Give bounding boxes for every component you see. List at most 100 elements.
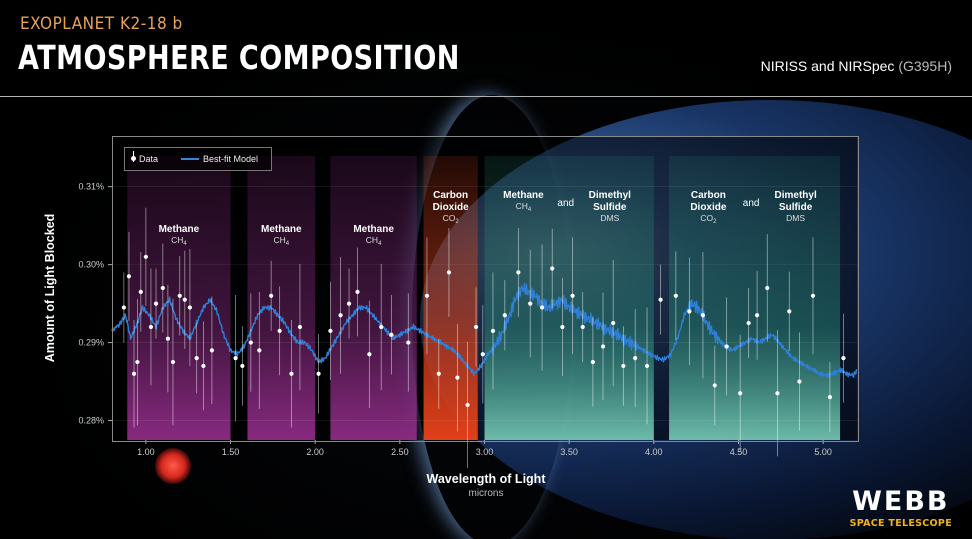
data-point-46 (550, 266, 555, 271)
band-label-5-2: Dimethyl (774, 190, 816, 201)
data-point-0 (121, 305, 126, 310)
data-point-25 (316, 371, 321, 376)
data-point-34 (424, 293, 430, 298)
data-point-16 (209, 348, 214, 353)
data-point-57 (673, 293, 678, 298)
data-point-15 (201, 363, 206, 369)
band-formula-2-0: CH4 (366, 235, 382, 247)
y-tick-label-3: 0.31% (78, 182, 104, 192)
data-point-4 (138, 289, 143, 294)
x-tick-label-2: 2.00 (306, 447, 324, 457)
instrument-name: NIRISS and NIRSpec (760, 58, 895, 74)
data-point-70 (827, 395, 833, 400)
data-point-12 (182, 297, 187, 302)
band-label2-4-2: Sulfide (593, 202, 627, 213)
band-label-3-0: Carbon (433, 190, 468, 201)
data-point-13 (187, 305, 192, 310)
instrument-grating: (G395H) (898, 58, 952, 74)
data-point-1 (126, 274, 132, 279)
legend-model-label: Best-fit Model (203, 154, 259, 164)
legend-model-line (181, 158, 199, 160)
data-point-65 (765, 285, 770, 291)
data-point-61 (724, 344, 729, 349)
data-point-38 (465, 402, 470, 408)
y-axis-label: Amount of Light Blocked (43, 213, 57, 363)
plot-frame (112, 136, 859, 442)
band-mixed-4 (484, 156, 654, 440)
data-point-8 (160, 285, 165, 291)
data-point-54 (633, 356, 638, 361)
data-point-63 (746, 320, 751, 326)
data-point-44 (528, 301, 533, 306)
data-point-20 (257, 348, 262, 353)
data-point-18 (240, 363, 245, 369)
data-point-31 (379, 324, 384, 330)
legend-data-marker (131, 156, 136, 161)
data-point-32 (389, 332, 394, 337)
data-point-6 (148, 324, 154, 330)
data-point-68 (797, 379, 802, 384)
data-point-2 (131, 371, 137, 376)
x-tick-label-8: 5.00 (814, 447, 832, 457)
data-point-26 (328, 328, 333, 333)
data-point-52 (611, 320, 616, 326)
data-point-21 (269, 293, 274, 298)
band-mixed-5 (669, 156, 841, 440)
formula-subscript: 4 (286, 241, 290, 247)
brand-name: WEBB (852, 486, 950, 517)
formula-subscript: 4 (528, 207, 532, 213)
x-tick-label-1: 1.50 (222, 447, 240, 457)
band-methane-2 (330, 156, 417, 440)
band-label2-5-2: Sulfide (779, 202, 813, 213)
x-axis-units: microns (468, 488, 504, 499)
data-point-3 (135, 359, 140, 365)
data-point-50 (590, 359, 595, 365)
band-formula-3-0: CO2 (443, 213, 460, 225)
band-formula-5-0: CO2 (700, 213, 717, 225)
x-tick-label-7: 4.50 (730, 447, 748, 457)
chart-legend: Data Best-fit Model (124, 147, 272, 171)
instrument-label: NIRISS and NIRSpec (G395H) (761, 58, 952, 74)
data-point-33 (406, 340, 411, 345)
formula-subscript: 2 (455, 219, 459, 225)
data-point-41 (490, 328, 496, 333)
data-point-11 (177, 293, 182, 298)
data-point-22 (277, 328, 282, 333)
model-series-line (111, 282, 858, 379)
data-point-42 (502, 313, 507, 318)
data-point-45 (539, 305, 545, 310)
data-point-30 (367, 352, 372, 357)
data-point-49 (580, 324, 585, 330)
x-tick-label-5: 3.50 (560, 447, 578, 457)
data-point-23 (289, 371, 294, 376)
page-title: ATMOSPHERE COMPOSITION (18, 38, 460, 77)
band-formula-4-0: CH4 (516, 201, 532, 213)
data-point-60 (712, 383, 717, 388)
data-point-36 (446, 270, 452, 275)
data-point-48 (570, 293, 575, 298)
band-label-5-1: and (743, 198, 760, 209)
data-point-19 (248, 340, 253, 345)
x-tick-label-3: 2.50 (391, 447, 409, 457)
band-label2-5-0: Dioxide (690, 202, 727, 213)
kicker: EXOPLANET K2-18 b (20, 14, 183, 34)
data-point-55 (644, 363, 650, 369)
data-point-62 (738, 391, 743, 396)
band-formula-5-2: DMS (786, 213, 805, 223)
data-point-28 (346, 301, 352, 306)
brand-sub: SPACE TELESCOPE (849, 518, 952, 529)
band-formula-1-0: CH4 (274, 235, 290, 247)
data-point-53 (621, 363, 626, 369)
data-point-64 (755, 313, 760, 318)
band-formula-0-0: CH4 (171, 235, 187, 247)
data-point-27 (338, 313, 343, 318)
data-point-58 (687, 309, 692, 314)
data-point-66 (775, 391, 780, 396)
band-label-1-0: Methane (261, 224, 302, 235)
data-point-51 (600, 344, 606, 349)
data-point-47 (560, 324, 565, 330)
data-point-10 (170, 359, 176, 365)
y-tick-label-2: 0.30% (78, 260, 104, 270)
